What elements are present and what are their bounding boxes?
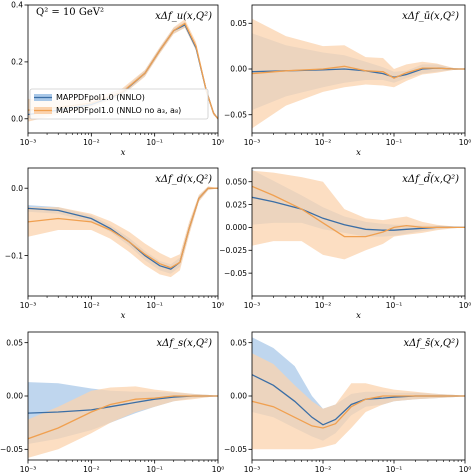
x-tick-label: 10⁻¹ xyxy=(146,465,163,473)
x-axis-label: x xyxy=(356,148,361,158)
orange-band xyxy=(28,386,218,458)
y-tick-label: −0.05 xyxy=(0,445,23,454)
x-tick-label: 10⁻¹ xyxy=(386,301,403,310)
x-tick-label: 10⁰ xyxy=(459,301,472,310)
x-axis-label: x xyxy=(356,311,361,321)
y-tick-label: −0.05 xyxy=(224,110,247,119)
plot-area xyxy=(28,186,218,278)
x-axis-label: x xyxy=(121,311,126,321)
legend: MAPPDFpol1.0 (NNLO) MAPPDFpol1.0 (NNLO no… xyxy=(29,88,209,120)
x-tick-label: 10⁻² xyxy=(315,301,332,310)
x-tick-label: 10⁻¹ xyxy=(386,138,403,147)
y-tick-label: −0.05 xyxy=(224,269,247,278)
axes-frame xyxy=(27,167,219,297)
x-tick-label: 10⁰ xyxy=(459,138,472,147)
x-tick-label: 10⁻³ xyxy=(20,465,37,473)
x-tick-label: 10⁻³ xyxy=(244,301,261,310)
orange-line xyxy=(28,395,218,440)
plot-area xyxy=(28,382,218,458)
x-tick-label: 10⁻³ xyxy=(20,301,37,310)
plot-area xyxy=(252,169,465,260)
plot-area xyxy=(252,18,465,129)
legend-entry: MAPPDFpol1.0 (NNLO no a₃, a₈) xyxy=(56,106,181,115)
y-tick-label: 0.025 xyxy=(226,200,248,209)
y-tick-label: 0.00 xyxy=(6,392,23,401)
orange-line xyxy=(252,65,465,79)
x-tick-label: 10⁻³ xyxy=(20,138,37,147)
panel-4: 10⁻³ 10⁻² 10⁻¹ 10⁰ x −0.05 −0.025 0.000 0.025 0.0… xyxy=(219,167,472,321)
x-tick-label: 10⁰ xyxy=(459,465,472,473)
x-tick-label: 10⁻¹ xyxy=(146,301,163,310)
x-tick-label: 10⁻² xyxy=(83,465,100,473)
x-tick-label: 10⁻³ xyxy=(244,138,261,147)
y-tick-label: 0.05 xyxy=(6,338,23,347)
x-tick-label: 10⁻¹ xyxy=(146,138,163,147)
x-tick-label: 10⁻² xyxy=(83,138,100,147)
panel-1: 10⁻³ 10⁻² 10⁻¹ 10⁰ x 0.0 0.2 0.4 xΔf_u(x,Q²) xyxy=(11,1,224,158)
orange-line xyxy=(252,395,465,429)
y-tick-label: 0.2 xyxy=(11,58,23,67)
axes-frame xyxy=(251,167,466,297)
y-tick-label: 0.00 xyxy=(230,65,247,74)
x-tick-label: 10⁻³ xyxy=(244,465,261,473)
panel-6: 10⁻³10⁻²10⁻¹10⁰x−0.050.000.05xΔf_s̄(x,Q²… xyxy=(224,331,472,473)
x-tick-label: 10⁰ xyxy=(212,465,225,473)
orange-band xyxy=(28,186,218,278)
y-tick-label: 0.050 xyxy=(226,177,248,186)
panel-title: xΔf_s̄(x,Q²) xyxy=(403,338,459,349)
legend-box xyxy=(29,88,209,120)
y-tick-label: 0.0 xyxy=(11,184,23,193)
y-tick-label: −0.1 xyxy=(5,251,23,260)
orange-band xyxy=(252,18,465,129)
panel-title: xΔf_d̄(x,Q²) xyxy=(402,173,459,185)
y-tick-label: 0.05 xyxy=(230,338,247,347)
y-tick-label: −0.025 xyxy=(219,246,247,255)
y-tick-label: 0.00 xyxy=(230,392,247,401)
panel-title: xΔf_ū(x,Q²) xyxy=(402,11,459,22)
x-tick-label: 10⁻² xyxy=(315,138,332,147)
x-tick-label: 10⁰ xyxy=(212,301,225,310)
axes-frame xyxy=(27,4,219,134)
q2-annotation: Q² = 10 GeV² xyxy=(36,7,104,18)
y-tick-label: −0.05 xyxy=(224,445,247,454)
panel-title: xΔf_d(x,Q²) xyxy=(155,174,212,185)
panel-title: xΔf_s(x,Q²) xyxy=(156,338,212,349)
x-tick-label: 10⁻² xyxy=(315,465,332,473)
x-tick-label: 10⁻² xyxy=(83,301,100,310)
orange-line xyxy=(252,185,465,238)
orange-line xyxy=(28,187,218,269)
panel-title: xΔf_u(x,Q²) xyxy=(155,11,212,22)
y-tick-label: 0.0 xyxy=(11,114,23,123)
y-tick-label: 0.000 xyxy=(226,223,248,232)
x-axis-label: x xyxy=(121,148,126,158)
x-tick-label: 10⁰ xyxy=(212,138,225,147)
panel-3: 10⁻³ 10⁻² 10⁻¹ 10⁰ x −0.1 0.0 xΔf_d(x,Q²) xyxy=(5,167,225,321)
plot-area xyxy=(252,337,465,450)
legend-entry: MAPPDFpol1.0 (NNLO) xyxy=(56,93,145,102)
panel-2: 10⁻³ 10⁻² 10⁻¹ 10⁰ x −0.05 0.00 0.05 xΔf_ū(x,Q²) xyxy=(224,4,472,158)
orange-band xyxy=(252,170,465,260)
x-tick-label: 10⁻¹ xyxy=(386,465,403,473)
y-tick-label: 0.05 xyxy=(230,19,247,28)
y-tick-label: 0.4 xyxy=(11,1,23,10)
